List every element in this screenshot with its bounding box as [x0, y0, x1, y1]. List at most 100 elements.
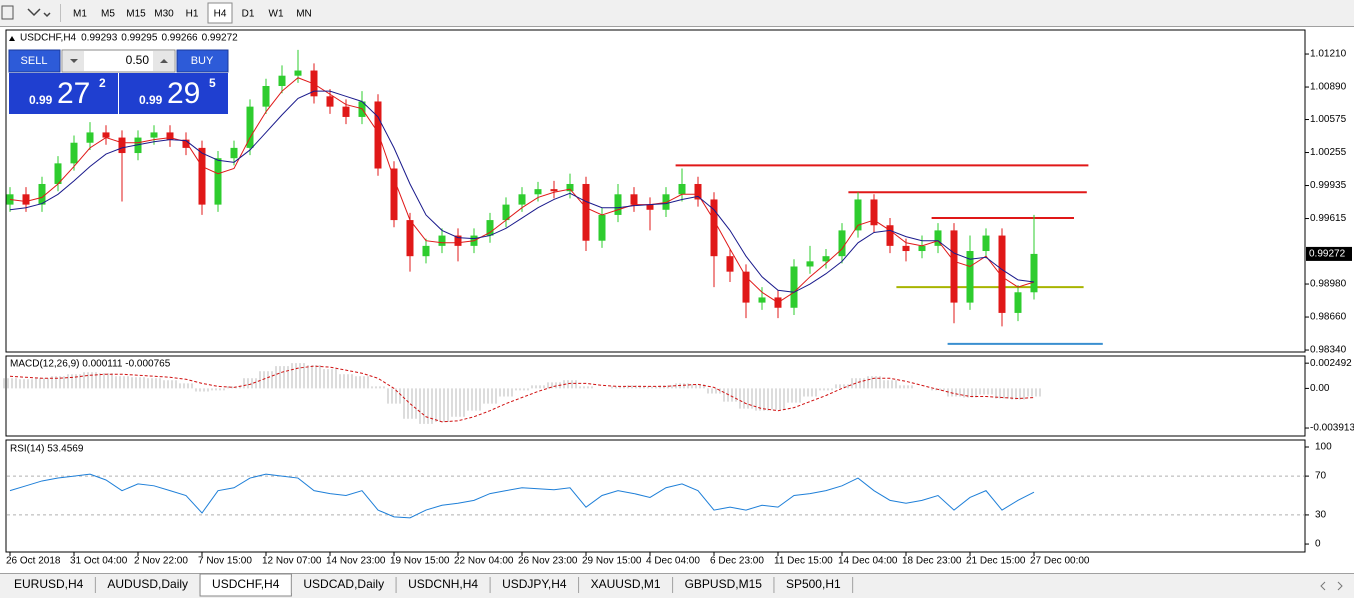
candle-body: [294, 70, 302, 76]
timeframe-active: [207, 2, 233, 24]
candle-body: [726, 256, 734, 272]
y-tick-label: 0.98660: [1310, 312, 1347, 323]
x-tick-label: 27 Dec 00:00: [1030, 556, 1090, 567]
toolbar: [0, 0, 1354, 26]
candle-body: [854, 199, 862, 231]
tab[interactable]: XAUUSD,M1: [591, 577, 661, 591]
ask-box[interactable]: [119, 73, 228, 114]
candle-body: [214, 158, 222, 205]
candle-body: [406, 220, 414, 257]
tool-icon[interactable]: [27, 8, 51, 18]
y-tick-label: 0.00: [1310, 383, 1330, 394]
current-price: 0.99272: [1309, 249, 1346, 260]
x-tick-label: 14 Dec 04:00: [838, 556, 898, 567]
candle-body: [950, 230, 958, 303]
tab[interactable]: USDCNH,H4: [408, 577, 478, 591]
collapse-icon[interactable]: [9, 36, 15, 41]
bid-base: 0.99: [29, 93, 53, 107]
candle-body: [230, 147, 238, 159]
lot-value[interactable]: 0.50: [126, 53, 150, 67]
y-tick-label: 0.98340: [1310, 345, 1347, 356]
candle-body: [710, 199, 718, 257]
current-price-tag: [1306, 246, 1352, 261]
ask-pips: 29: [167, 77, 200, 110]
candle-body: [246, 106, 254, 148]
tab[interactable]: USDCHF,H4: [212, 577, 280, 591]
x-tick-label: 26 Nov 23:00: [518, 556, 578, 567]
x-tick-label: 19 Nov 15:00: [390, 556, 450, 567]
quote: 0.99266: [161, 33, 198, 44]
bid-pips: 27: [57, 77, 90, 110]
x-tick-label: 21 Dec 15:00: [966, 556, 1026, 567]
x-tick-label: 6 Dec 23:00: [710, 556, 764, 567]
tab[interactable]: GBPUSD,M15: [685, 577, 763, 591]
timeframe-button[interactable]: M5: [101, 9, 115, 20]
candle-body: [582, 183, 590, 241]
candle-body: [646, 204, 654, 210]
x-tick-label: 7 Nov 15:00: [198, 556, 252, 567]
tab[interactable]: SP500,H1: [786, 577, 841, 591]
quote: 0.99293: [81, 33, 118, 44]
tab[interactable]: USDJPY,H4: [502, 577, 567, 591]
candle-body: [166, 132, 174, 140]
panel-macd: [5, 355, 1306, 437]
candle-body: [758, 297, 766, 303]
candle-body: [550, 189, 558, 192]
candle-body: [118, 137, 126, 154]
candle-body: [566, 183, 574, 192]
timeframe-button[interactable]: W1: [269, 9, 284, 20]
tab[interactable]: AUDUSD,Daily: [107, 577, 188, 591]
ask-fraction: 5: [209, 76, 216, 90]
timeframe-button[interactable]: M15: [126, 9, 146, 20]
timeframe-button[interactable]: M1: [73, 9, 87, 20]
y-tick-label: 1.01210: [1310, 49, 1347, 60]
candle-body: [870, 199, 878, 226]
candle-body: [518, 194, 526, 205]
candle-body: [886, 225, 894, 246]
tab[interactable]: EURUSD,H4: [14, 577, 84, 591]
timeframe-button[interactable]: M30: [154, 9, 174, 20]
candle-body: [630, 194, 638, 205]
candle-body: [54, 163, 62, 184]
candle-body: [806, 261, 814, 267]
candle-body: [454, 235, 462, 246]
candle-body: [182, 139, 190, 148]
lot-field[interactable]: [61, 49, 176, 73]
timeframe-button[interactable]: MN: [296, 9, 312, 20]
candle-body: [198, 147, 206, 205]
y-tick-label: 0.99615: [1310, 213, 1347, 224]
buy-label[interactable]: BUY: [191, 55, 214, 67]
candle-body: [374, 101, 382, 169]
timeframe-button[interactable]: H1: [186, 9, 199, 20]
tab-scroll[interactable]: [1320, 581, 1343, 591]
x-tick-label: 22 Nov 04:00: [454, 556, 514, 567]
rsi-label: RSI(14) 53.4569: [10, 444, 84, 455]
timeframe-button[interactable]: D1: [242, 9, 255, 20]
sell-label[interactable]: SELL: [21, 55, 48, 67]
lot-up-icon: [160, 59, 168, 63]
quote: 0.99295: [121, 33, 158, 44]
candle-body: [822, 256, 830, 262]
buy-button[interactable]: [176, 49, 229, 73]
lot-down-icon: [70, 59, 78, 63]
candle-body: [998, 235, 1006, 313]
tool-icon[interactable]: [1, 5, 14, 20]
candle-body: [422, 245, 430, 257]
candle-body: [838, 230, 846, 257]
x-tick-label: 29 Nov 15:00: [582, 556, 642, 567]
sell-button[interactable]: [8, 49, 61, 73]
tab[interactable]: USDCAD,Daily: [303, 577, 384, 591]
y-tick-label: 100: [1315, 442, 1332, 453]
x-tick-label: 26 Oct 2018: [6, 556, 61, 567]
candle-body: [262, 86, 270, 107]
y-tick-label: -0.003913: [1310, 423, 1354, 434]
y-tick-label: 0.99935: [1310, 180, 1347, 191]
candle-body: [86, 132, 94, 143]
y-tick-label: 1.00890: [1310, 82, 1347, 93]
bid-box[interactable]: [9, 73, 118, 114]
candle-body: [1014, 292, 1022, 313]
x-tick-label: 12 Nov 07:00: [262, 556, 322, 567]
y-tick-label: 70: [1315, 471, 1327, 482]
timeframe-button[interactable]: H4: [214, 9, 227, 20]
